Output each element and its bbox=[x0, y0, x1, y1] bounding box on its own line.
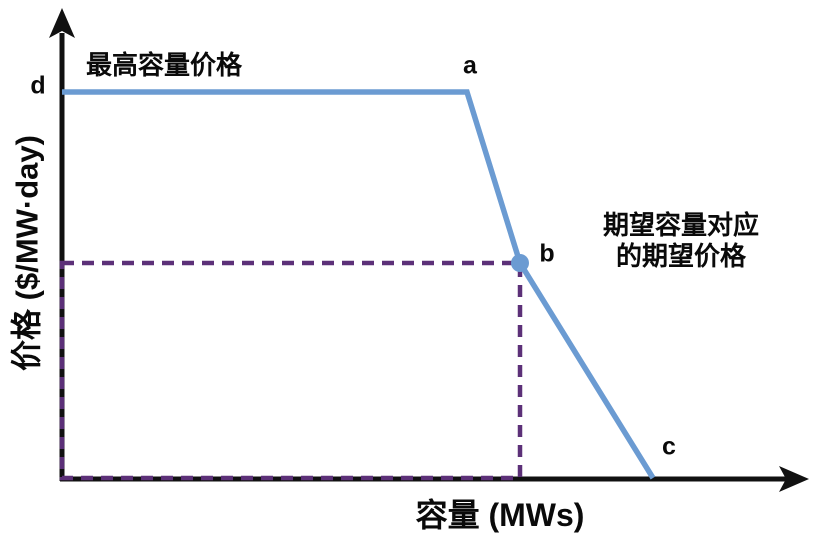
expected-annotation-line2: 的期望价格 bbox=[615, 241, 747, 271]
point-label-d: d bbox=[30, 71, 46, 100]
y-axis-label: 价格 ($/MW·day) bbox=[9, 135, 45, 371]
point-label-a: a bbox=[463, 51, 477, 80]
x-axis-label: 容量 (MWs) bbox=[415, 497, 585, 533]
point-label-c: c bbox=[662, 432, 676, 461]
max-capacity-price-label: 最高容量价格 bbox=[86, 50, 243, 80]
expected-annotation-line1: 期望容量对应 bbox=[602, 210, 760, 240]
expected-price-annotation: 期望容量对应 的期望价格 bbox=[603, 210, 759, 272]
point-label-b: b bbox=[539, 239, 555, 268]
